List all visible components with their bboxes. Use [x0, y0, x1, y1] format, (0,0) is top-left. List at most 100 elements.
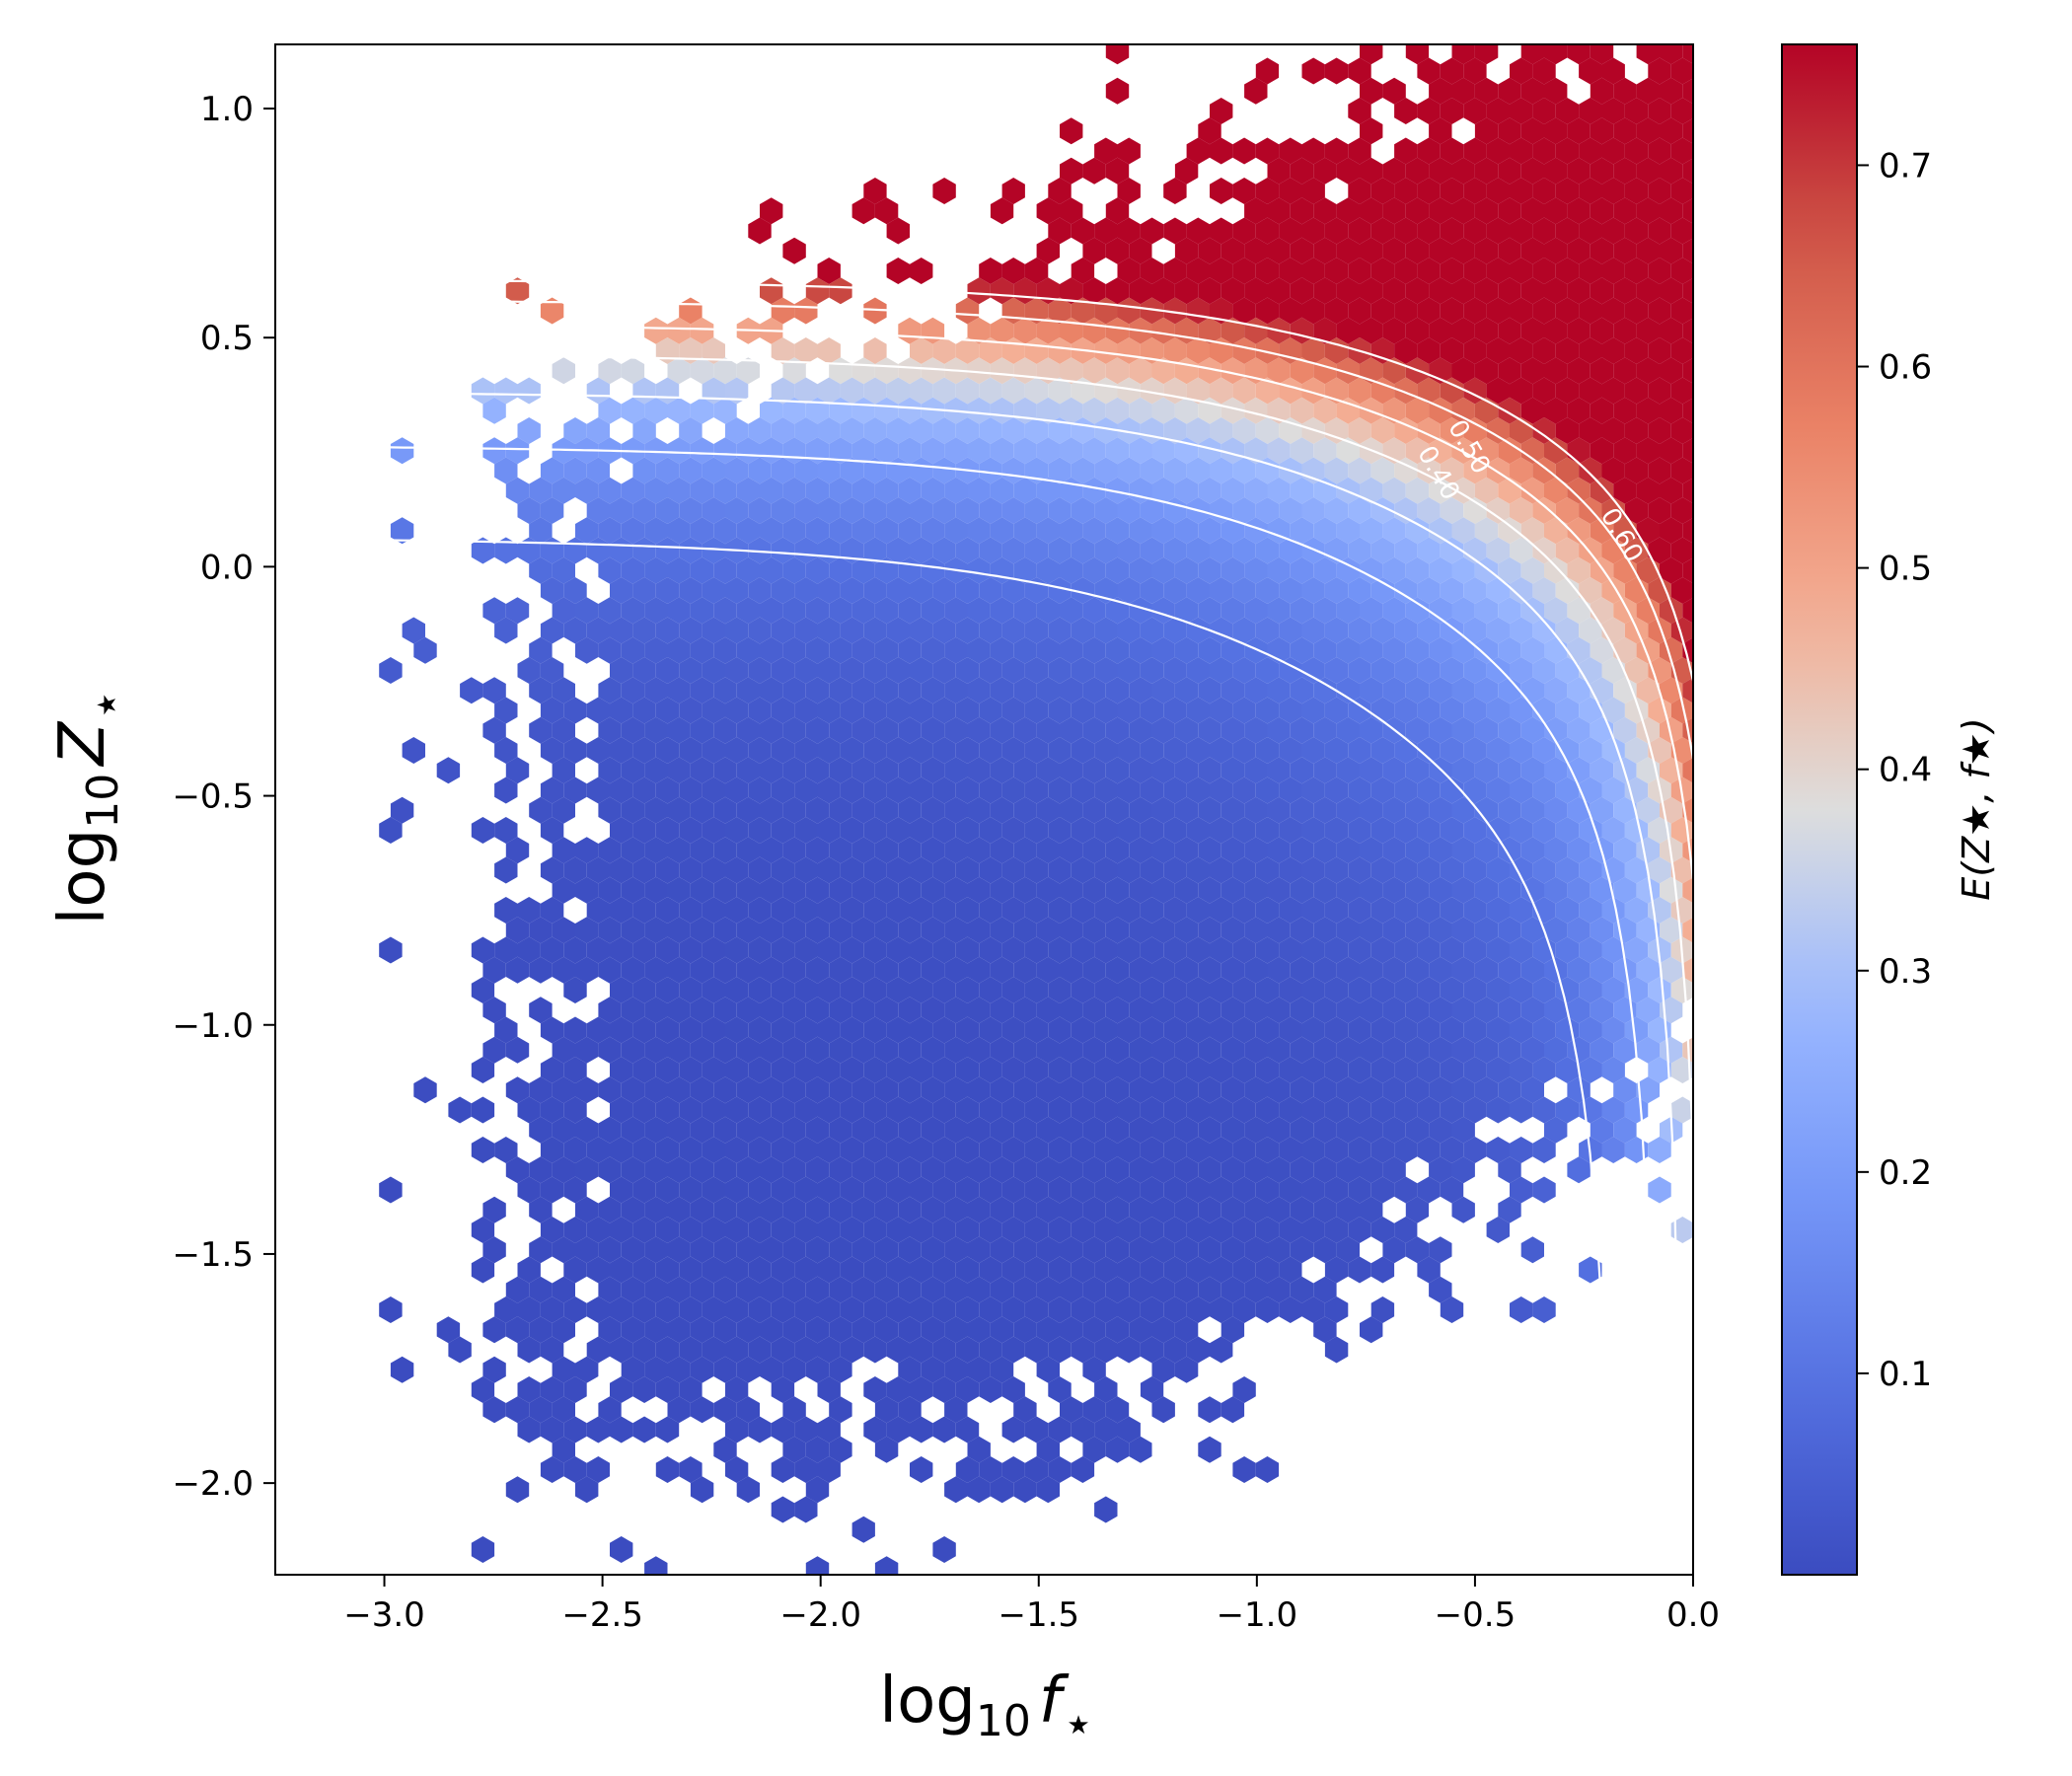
hex-cell [1186, 977, 1210, 1003]
hex-cell [1670, 617, 1693, 644]
hex-cell [1451, 237, 1475, 264]
hex-cell [1474, 437, 1499, 465]
hex-cell [552, 357, 575, 385]
hex-cell [621, 796, 645, 824]
hex-cell [1567, 477, 1591, 504]
hex-cell [586, 497, 610, 524]
hex-cell [1694, 897, 1717, 924]
hex-cell [990, 716, 1014, 744]
hex-cell [1463, 936, 1487, 964]
hex-cell [748, 817, 772, 844]
hex-cell [540, 1336, 564, 1364]
hex-cell [1117, 1096, 1141, 1124]
hex-cell [1024, 936, 1049, 964]
hex-cell [529, 1116, 553, 1144]
hex-cell [610, 657, 633, 684]
hex-cell [1660, 317, 1683, 344]
hex-cell [1301, 897, 1325, 924]
hex-cell [851, 197, 875, 225]
hex-cell [886, 1296, 910, 1323]
hex-cell [505, 1476, 530, 1504]
hex-cell [552, 917, 575, 944]
hex-cell [1163, 737, 1187, 764]
hex-cell [1001, 1016, 1025, 1044]
hex-cell [1682, 957, 1693, 984]
hex-cell [1001, 737, 1025, 764]
hex-cell [1440, 1137, 1464, 1163]
hex-cell [702, 457, 725, 484]
hex-cell [1094, 497, 1118, 524]
hex-cell [1567, 397, 1591, 424]
hex-cell [1348, 1137, 1371, 1163]
hex-cell [1360, 477, 1383, 504]
hex-cell [1429, 716, 1452, 744]
hex-cell [1451, 157, 1475, 185]
hex-cell [910, 537, 933, 564]
hex-cell [1463, 457, 1487, 484]
hex-cell [955, 537, 980, 564]
hex-cell [1129, 397, 1152, 424]
hex-cell [1474, 837, 1499, 864]
hex-cell [805, 837, 830, 864]
hex-cell [1451, 317, 1475, 344]
hex-cell [1071, 897, 1095, 924]
hex-cell [748, 977, 772, 1003]
hex-cell [1486, 977, 1510, 1003]
hex-cell [1071, 1096, 1095, 1124]
x-tick-label: −1.5 [998, 1595, 1079, 1635]
hex-cell [1232, 457, 1256, 484]
hex-cell [1474, 1036, 1499, 1064]
hex-cell [1279, 657, 1302, 684]
hex-cell [1163, 297, 1187, 325]
hex-cell [1151, 1116, 1175, 1144]
hex-cell [748, 1016, 772, 1044]
hex-cell [632, 777, 656, 804]
hex-cell [898, 997, 922, 1024]
hex-cell [1071, 1057, 1095, 1083]
hex-cell [910, 1137, 933, 1163]
hex-cell [1394, 258, 1418, 284]
hex-cell [955, 697, 980, 724]
hex-cell [840, 1057, 864, 1083]
hex-cell [1117, 537, 1141, 564]
hex-cell [1498, 917, 1521, 944]
hex-cell [1221, 277, 1245, 305]
hex-cell [1024, 297, 1049, 325]
hex-cell [586, 377, 610, 405]
hex-cell [944, 956, 968, 984]
hex-cell [529, 1316, 553, 1344]
hex-cell [1232, 217, 1256, 245]
hex-cell [1140, 577, 1164, 604]
x-tick-label: −2.5 [561, 1595, 643, 1635]
hex-cell [1255, 497, 1280, 524]
hex-cell [967, 1436, 991, 1463]
hex-cell [898, 1196, 922, 1223]
hex-cell [1590, 437, 1614, 465]
hex-cell [563, 1256, 587, 1284]
hex-cell [1555, 537, 1580, 564]
hex-cell [748, 497, 772, 524]
hex-cell [667, 1036, 691, 1064]
hex-cell [829, 597, 852, 625]
hex-cell [1301, 537, 1325, 564]
hex-cell [1451, 77, 1475, 105]
hex-cell [1590, 197, 1614, 225]
hex-cell [851, 876, 875, 904]
hex-cell [540, 777, 564, 804]
hex-cell [990, 1076, 1014, 1104]
hex-cell [1324, 258, 1349, 284]
hex-cell [1520, 677, 1544, 704]
hex-cell [910, 1336, 933, 1364]
hex-cell [1417, 137, 1441, 165]
hex-cell [1024, 1057, 1049, 1083]
hex-cell [1336, 1236, 1360, 1264]
hex-cell [1244, 997, 1268, 1024]
hex-cell [1405, 997, 1430, 1024]
hex-cell [921, 716, 945, 744]
hex-cell [505, 837, 530, 864]
hex-cell [1463, 617, 1487, 644]
hex-cell [702, 1336, 725, 1364]
hex-cell [1520, 397, 1544, 424]
hex-cell [794, 777, 818, 804]
hex-cell [863, 697, 887, 724]
